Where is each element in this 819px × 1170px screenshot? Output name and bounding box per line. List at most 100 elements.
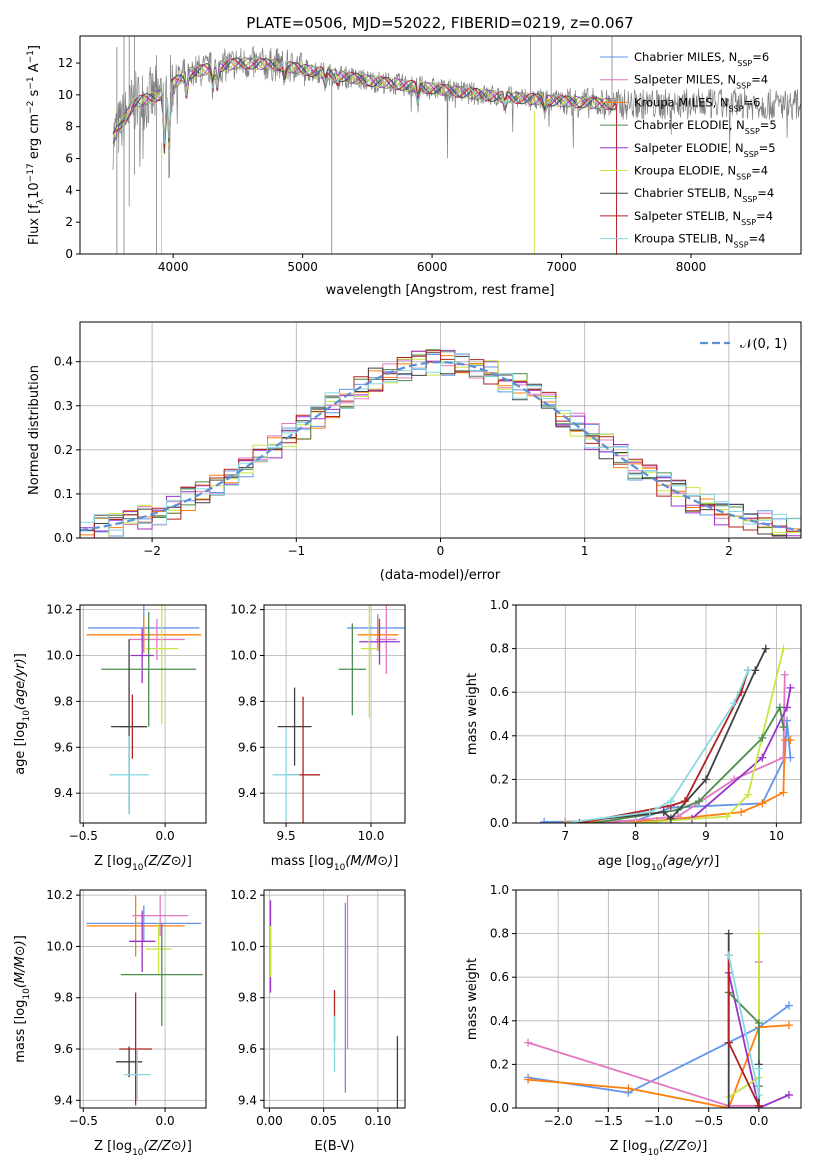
y-tick-label: 0.8 bbox=[490, 927, 509, 941]
legend-entry: 𝒩(0, 1) bbox=[740, 337, 787, 352]
panel-8 bbox=[516, 889, 801, 1109]
weight-marker bbox=[724, 929, 733, 938]
weight-marker bbox=[758, 799, 767, 808]
error-bar-point bbox=[277, 687, 312, 766]
x-axis-label: age [log10(age/yr)] bbox=[598, 854, 720, 873]
y-tick-label: 0.8 bbox=[490, 642, 509, 656]
y-label-part: A bbox=[27, 63, 42, 76]
label-math: (Z/Z⊙) bbox=[659, 1139, 702, 1154]
axes-frame bbox=[79, 35, 802, 255]
y-tick-label: 10.2 bbox=[230, 888, 257, 902]
x-axis-label: Z [log10(Z/Z⊙)] bbox=[94, 1139, 192, 1158]
plot-area bbox=[80, 349, 801, 538]
y-label-part: −2 bbox=[26, 101, 36, 114]
label-sub: 10 bbox=[132, 863, 144, 873]
y-tick-label: 0.2 bbox=[54, 443, 73, 457]
legend-tail: =4 bbox=[751, 73, 768, 87]
weight-marker bbox=[540, 817, 549, 823]
weight-line bbox=[635, 687, 792, 823]
x-tick-label: 0.0 bbox=[156, 829, 175, 843]
x-tick-label: −1 bbox=[287, 544, 305, 558]
x-tick-label: 1 bbox=[581, 544, 589, 558]
legend-entry: Salpeter ELODIE, NSSP=5 bbox=[634, 141, 776, 159]
x-tick-label: 0.0 bbox=[156, 1114, 175, 1128]
weight-marker bbox=[751, 666, 760, 675]
plot-area bbox=[86, 605, 202, 814]
weight-marker bbox=[659, 808, 668, 817]
x-axis-label: Z [log10(Z/Z⊙)] bbox=[610, 1139, 708, 1158]
x-tick-label: −2 bbox=[143, 544, 161, 558]
legend-tail: =4 bbox=[756, 209, 773, 223]
histogram-series bbox=[80, 350, 801, 538]
weight-marker bbox=[724, 951, 733, 960]
weight-marker bbox=[737, 808, 746, 817]
weight-marker bbox=[784, 1090, 793, 1099]
y-label-part: λ bbox=[36, 198, 46, 204]
weight-marker bbox=[744, 666, 753, 675]
label-sub: 10 bbox=[648, 1148, 660, 1158]
y-tick-label: 8 bbox=[65, 120, 73, 134]
weight-marker bbox=[754, 1064, 763, 1073]
label-text: age [log bbox=[598, 854, 651, 869]
label-text: mass [log bbox=[271, 854, 334, 869]
plot-area bbox=[272, 605, 405, 823]
y-axis-label: age [log10(age/yr)] bbox=[13, 653, 32, 775]
legend-entry: Chabrier MILES, NSSP=6 bbox=[634, 50, 769, 68]
label-math: (M/M⊙) bbox=[345, 854, 393, 869]
legend-tail: =4 bbox=[751, 164, 768, 178]
legend-entry: Kroupa MILES, NSSP=6 bbox=[634, 95, 760, 113]
y-tick-label: 9.4 bbox=[238, 1093, 257, 1107]
weight-marker bbox=[730, 699, 739, 708]
weight-series bbox=[524, 957, 763, 1108]
x-tick-label: 8000 bbox=[676, 260, 707, 274]
y-tick-label: 10 bbox=[58, 88, 73, 102]
model-spectrum-line bbox=[112, 57, 617, 144]
y-tick-label: 0.1 bbox=[54, 487, 73, 501]
y-tick-label: 4 bbox=[65, 183, 73, 197]
legend-tail: =5 bbox=[759, 141, 776, 155]
legend-tail: =5 bbox=[760, 118, 777, 132]
weight-marker bbox=[786, 753, 795, 762]
legend-name: Kroupa MILES, N bbox=[634, 95, 729, 109]
y-tick-label: 0.4 bbox=[490, 1014, 509, 1028]
error-bar-point bbox=[116, 1046, 143, 1078]
panel-1-axes: 4000 5000 6000 7000 8000 0 2 4 6 8 10 12 bbox=[58, 35, 802, 274]
error-bar-point bbox=[86, 905, 202, 942]
y-tick-label: 9.6 bbox=[54, 1042, 73, 1056]
x-tick-label: −0.5 bbox=[69, 1114, 98, 1128]
weight-series bbox=[540, 716, 795, 823]
weight-marker bbox=[754, 1101, 763, 1108]
x-tick-label: −2.0 bbox=[544, 1114, 573, 1128]
chart-title: PLATE=0506, MJD=52022, FIBERID=0219, z=0… bbox=[246, 14, 633, 32]
label-text: Z [log bbox=[94, 1139, 132, 1154]
weight-marker bbox=[784, 1021, 793, 1030]
y-tick-label: 0.2 bbox=[490, 772, 509, 786]
y-tick-label: 9.4 bbox=[54, 1093, 73, 1107]
x-tick-label: 10.0 bbox=[358, 829, 385, 843]
label-sub: 10 bbox=[334, 863, 346, 873]
label-close: ] bbox=[187, 854, 192, 869]
y-label-part: −1 bbox=[26, 76, 36, 89]
axes-frame bbox=[79, 889, 207, 1109]
label-math: (Z/Z⊙) bbox=[144, 854, 187, 869]
weight-marker bbox=[758, 733, 767, 742]
legend-sub: SSP bbox=[745, 127, 760, 136]
x-tick-label: −0.5 bbox=[694, 1114, 723, 1128]
y-axis-label: mass [log10(M/M⊙)] bbox=[13, 935, 32, 1063]
error-bar-point bbox=[124, 1049, 151, 1101]
error-bar-point bbox=[360, 605, 378, 718]
y-tick-label: 10.2 bbox=[46, 888, 73, 902]
axes-frame bbox=[515, 604, 802, 824]
panel-2 bbox=[80, 322, 801, 539]
y-tick-label: 10.0 bbox=[230, 648, 257, 662]
x-tick-label: 2 bbox=[725, 544, 733, 558]
x-tick-label: 4000 bbox=[158, 260, 189, 274]
legend-entry: Salpeter MILES, NSSP=4 bbox=[634, 73, 768, 91]
legend-entry: Chabrier STELIB, NSSP=4 bbox=[634, 186, 774, 204]
y-axis-label: mass weight bbox=[465, 673, 480, 755]
axes-frame bbox=[263, 889, 406, 1109]
label-close: ] bbox=[187, 1139, 192, 1154]
x-tick-label: 9 bbox=[702, 829, 710, 843]
normal-curve bbox=[80, 360, 801, 532]
